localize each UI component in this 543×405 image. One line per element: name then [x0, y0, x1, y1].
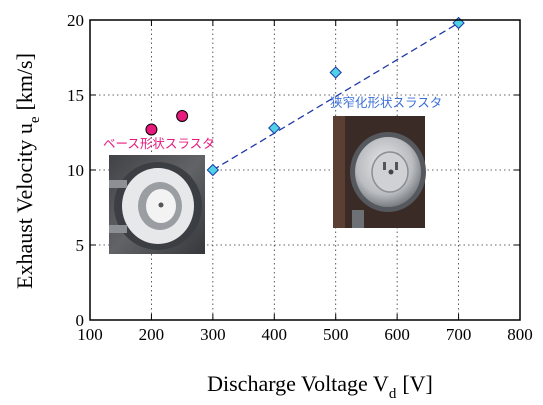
y-tick-label: 20: [67, 11, 84, 30]
y-tick-labels: 0 5 10 15 20: [67, 11, 84, 330]
y-axis-title: Exhaust Velocity ue[km/s]: [12, 53, 43, 289]
data-point-series1: [206, 163, 220, 177]
x-tick-label: 300: [200, 325, 226, 344]
data-point-series0: [176, 110, 189, 122]
x-tick-label: 500: [323, 325, 349, 344]
x-tick-label: 400: [262, 325, 288, 344]
x-tick-label: 700: [446, 325, 472, 344]
base-thruster-photo: [109, 155, 205, 254]
data-point-series1: [329, 66, 342, 79]
x-tick-label: 200: [139, 325, 165, 344]
data-point-series1: [268, 121, 281, 135]
y-tick-label: 10: [67, 161, 84, 180]
trend-line: [212, 22, 459, 171]
x-tick-label: 100: [77, 325, 103, 344]
x-tick-labels: 100 200 300 400 500 600 700 800: [77, 325, 533, 344]
data-point-series0: [145, 123, 158, 136]
y-tick-label: 5: [76, 236, 85, 255]
x-tick-label: 800: [507, 325, 533, 344]
data-point-series1: [452, 16, 465, 30]
plot-frame: [89, 19, 521, 321]
legend-narrowed-thruster: 狭窄化形状スラスタ: [330, 95, 442, 110]
narrowed-thruster-photo: [333, 116, 426, 228]
legend-base-thruster: ベース形状スラスタ: [103, 136, 215, 151]
x-axis-title: Discharge Voltage Vd [V]: [207, 371, 433, 402]
x-tick-label: 600: [384, 325, 410, 344]
y-tick-label: 15: [67, 86, 84, 105]
trend-line-segment: [212, 22, 459, 171]
y-tick-label: 0: [76, 311, 85, 330]
data-points: [145, 16, 465, 177]
